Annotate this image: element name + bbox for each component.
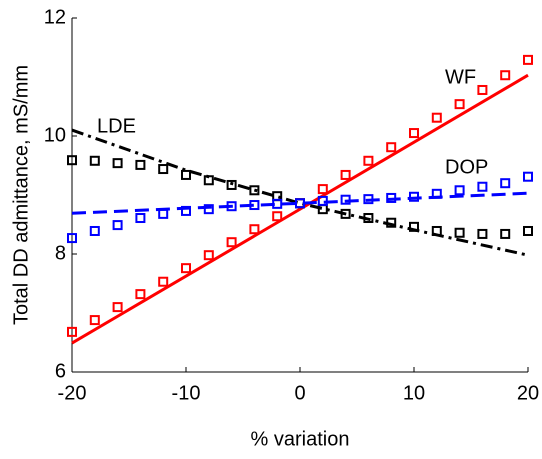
y-tick-label: 8 bbox=[55, 242, 66, 264]
marker bbox=[431, 225, 442, 236]
marker bbox=[158, 164, 169, 175]
marker bbox=[363, 213, 374, 224]
marker bbox=[203, 175, 214, 186]
marker bbox=[135, 159, 146, 170]
marker bbox=[226, 201, 237, 212]
y-tick-label: 12 bbox=[44, 6, 66, 28]
marker bbox=[523, 171, 533, 182]
marker bbox=[317, 195, 328, 206]
marker bbox=[226, 179, 237, 190]
series-label: WF bbox=[445, 66, 476, 88]
marker bbox=[317, 184, 328, 195]
marker bbox=[203, 204, 214, 215]
marker bbox=[500, 178, 511, 189]
marker bbox=[112, 302, 123, 313]
marker bbox=[249, 200, 260, 211]
marker bbox=[112, 158, 123, 169]
marker bbox=[89, 315, 100, 326]
marker bbox=[386, 192, 397, 203]
marker bbox=[477, 228, 488, 239]
series-label: LDE bbox=[97, 115, 136, 137]
marker bbox=[431, 112, 442, 123]
marker bbox=[226, 237, 237, 248]
marker bbox=[500, 70, 511, 81]
marker bbox=[272, 198, 283, 209]
marker bbox=[181, 205, 191, 216]
x-tick-label: 10 bbox=[403, 382, 425, 404]
marker bbox=[67, 233, 77, 244]
fit-line bbox=[71, 73, 529, 345]
x-tick-label: -20 bbox=[58, 382, 87, 404]
series-label: DOP bbox=[445, 156, 488, 178]
marker bbox=[340, 208, 351, 219]
marker bbox=[431, 188, 442, 199]
marker bbox=[454, 99, 465, 110]
marker bbox=[386, 142, 397, 153]
marker bbox=[203, 250, 214, 261]
marker bbox=[454, 227, 465, 238]
marker bbox=[409, 221, 419, 232]
marker bbox=[89, 225, 100, 236]
marker bbox=[523, 225, 533, 236]
y-tick-label: 10 bbox=[44, 124, 66, 146]
marker bbox=[249, 185, 260, 196]
marker bbox=[340, 194, 351, 205]
marker bbox=[363, 155, 374, 166]
marker bbox=[523, 54, 533, 65]
marker bbox=[249, 224, 260, 235]
marker bbox=[181, 169, 191, 180]
marker bbox=[409, 128, 419, 139]
marker bbox=[158, 208, 169, 219]
marker bbox=[340, 169, 351, 180]
marker bbox=[454, 185, 465, 196]
fit-line bbox=[71, 191, 529, 215]
marker bbox=[295, 198, 305, 209]
marker bbox=[363, 194, 374, 205]
x-tick-label: 0 bbox=[294, 382, 305, 404]
marker bbox=[272, 211, 283, 222]
marker bbox=[135, 289, 146, 300]
y-axis-label: Total DD admittance, mS/mm bbox=[10, 65, 32, 325]
x-axis-label: % variation bbox=[251, 428, 350, 450]
marker bbox=[500, 228, 511, 239]
marker bbox=[386, 217, 397, 228]
marker bbox=[158, 276, 169, 287]
x-tick-label: 20 bbox=[517, 382, 539, 404]
marker bbox=[67, 326, 77, 337]
marker bbox=[409, 191, 419, 202]
marker bbox=[181, 263, 191, 274]
marker bbox=[112, 220, 123, 231]
marker bbox=[477, 181, 488, 192]
marker bbox=[477, 84, 488, 95]
marker bbox=[67, 155, 77, 166]
x-tick-label: -10 bbox=[172, 382, 201, 404]
fit-line bbox=[71, 128, 529, 257]
marker bbox=[89, 155, 100, 166]
marker bbox=[135, 213, 146, 224]
y-tick-label: 6 bbox=[55, 360, 66, 382]
